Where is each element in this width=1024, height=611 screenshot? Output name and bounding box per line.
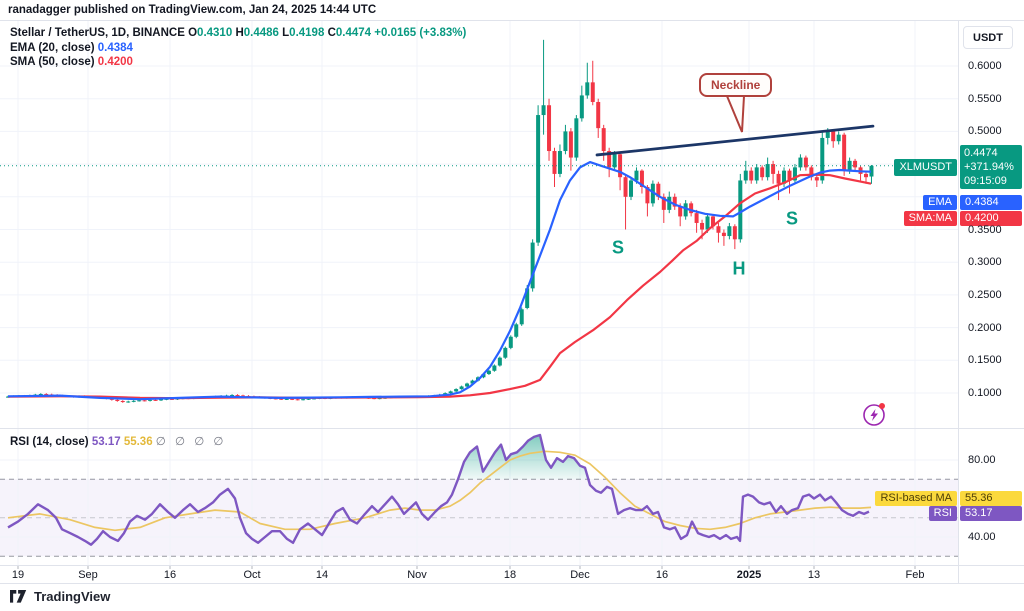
price-axis-label: 0.1000 bbox=[968, 387, 1002, 399]
ohlc-open-letter: O bbox=[188, 27, 198, 39]
price-axis-divider bbox=[958, 20, 959, 583]
pane-divider[interactable] bbox=[0, 428, 1024, 429]
rsi-ma-value-badge: 55.36 bbox=[960, 491, 1022, 506]
pattern-letter-s[interactable]: S bbox=[785, 208, 799, 229]
currency-unit-button[interactable]: USDT bbox=[963, 26, 1013, 49]
frame-top-divider bbox=[0, 20, 1024, 21]
price-axis-label: 0.3000 bbox=[968, 256, 1002, 269]
rsi-axis-label: 80.00 bbox=[968, 454, 996, 466]
time-axis-label: 2025 bbox=[736, 569, 762, 581]
sma-value-badge: 0.4200 bbox=[960, 211, 1022, 226]
change-value: +0.0165 (+3.83%) bbox=[374, 27, 467, 39]
rsi-legend-row[interactable]: RSI (14, close) 53.17 55.36 ∅ ∅ ∅ ∅ bbox=[10, 434, 226, 448]
rsi-label-badge: RSI bbox=[928, 506, 957, 521]
rsi-ma-label-badge: RSI-based MA bbox=[875, 491, 957, 506]
price-axis-label: 0.5000 bbox=[968, 125, 1002, 138]
rsi-legend-label: RSI (14, close) bbox=[10, 436, 89, 448]
rsi-value-badge: 53.17 bbox=[960, 506, 1022, 521]
ema-label-badge: EMA bbox=[923, 195, 957, 210]
pattern-letter-s[interactable]: S bbox=[611, 237, 625, 258]
flash-icon[interactable] bbox=[861, 401, 887, 427]
price-axis-label: 0.5500 bbox=[968, 92, 1002, 105]
time-axis-label: Sep bbox=[78, 569, 98, 581]
last-price: 0.4474 bbox=[964, 147, 998, 159]
time-axis-label: 16 bbox=[655, 569, 669, 581]
sma-legend-value: 0.4200 bbox=[97, 56, 133, 68]
time-axis-label: 16 bbox=[163, 569, 177, 581]
ohlc-high-letter: H bbox=[235, 27, 244, 39]
price-axis-label: 0.1500 bbox=[968, 354, 1002, 367]
symbol-price-badge: 0.4474 +371.94% 09:15:09 bbox=[960, 145, 1022, 189]
time-axis-label: Oct bbox=[243, 569, 261, 581]
sma-label-badge: SMA:MA bbox=[903, 211, 957, 226]
rsi-empty-inputs: ∅ ∅ ∅ ∅ bbox=[155, 436, 227, 448]
price-axis-label: 0.2000 bbox=[968, 321, 1002, 334]
ohlc-low-value: 0.4198 bbox=[289, 27, 325, 39]
time-axis-label: 18 bbox=[503, 569, 517, 581]
percent-change: +371.94% bbox=[964, 161, 1014, 173]
time-axis-label: 13 bbox=[807, 569, 821, 581]
ohlc-close-letter: C bbox=[327, 27, 336, 39]
time-axis-label: 14 bbox=[315, 569, 329, 581]
symbol-price-label-badge: XLMUSDT bbox=[894, 159, 957, 176]
main-legend: Stellar / TetherUS, 1D, BINANCE O0.4310 … bbox=[10, 26, 466, 70]
ema-legend-value: 0.4384 bbox=[97, 41, 133, 54]
ema-legend-row[interactable]: EMA (20, close) 0.4384 bbox=[10, 41, 466, 56]
tradingview-logo-text: TradingView bbox=[34, 589, 111, 604]
time-axis-divider bbox=[0, 565, 1024, 566]
ema-value-badge: 0.4384 bbox=[960, 195, 1022, 210]
price-axis-label: 0.6000 bbox=[968, 60, 1002, 72]
ohlc-high-value: 0.4486 bbox=[243, 27, 279, 39]
rsi-legend-value: 53.17 bbox=[91, 436, 121, 448]
symbol-title: Stellar / TetherUS, 1D, BINANCE bbox=[10, 27, 185, 39]
sma-legend-row[interactable]: SMA (50, close) 0.4200 bbox=[10, 55, 466, 70]
sma-legend-label: SMA (50, close) bbox=[10, 56, 95, 68]
neckline-callout[interactable]: Neckline bbox=[699, 73, 773, 97]
time-axis-label: 19 bbox=[11, 569, 25, 581]
ohlc-open-value: 0.4310 bbox=[197, 27, 233, 39]
ohlc-close-value: 0.4474 bbox=[335, 27, 372, 39]
frame-bottom-divider bbox=[0, 583, 1024, 584]
symbol-legend-row[interactable]: Stellar / TetherUS, 1D, BINANCE O0.4310 … bbox=[10, 26, 466, 41]
time-axis-label: Dec bbox=[570, 569, 590, 581]
time-axis-label: Nov bbox=[407, 569, 427, 581]
tradingview-logo-icon bbox=[10, 589, 27, 603]
time-axis-label: Feb bbox=[905, 569, 925, 581]
rsi-axis-label: 40.00 bbox=[968, 531, 996, 543]
tradingview-logo[interactable]: TradingView bbox=[10, 589, 110, 604]
bar-countdown: 09:15:09 bbox=[964, 175, 1007, 187]
price-axis-label: 0.2500 bbox=[968, 288, 1002, 301]
pattern-letter-h[interactable]: H bbox=[732, 258, 746, 279]
price-axis-label: 0.3500 bbox=[968, 223, 1002, 236]
ema-legend-label: EMA (20, close) bbox=[10, 41, 95, 54]
rsi-ma-legend-value: 55.36 bbox=[123, 436, 153, 448]
published-watermark: ranadagger published on TradingView.com,… bbox=[8, 4, 377, 16]
ohlc-low-letter: L bbox=[282, 27, 290, 39]
